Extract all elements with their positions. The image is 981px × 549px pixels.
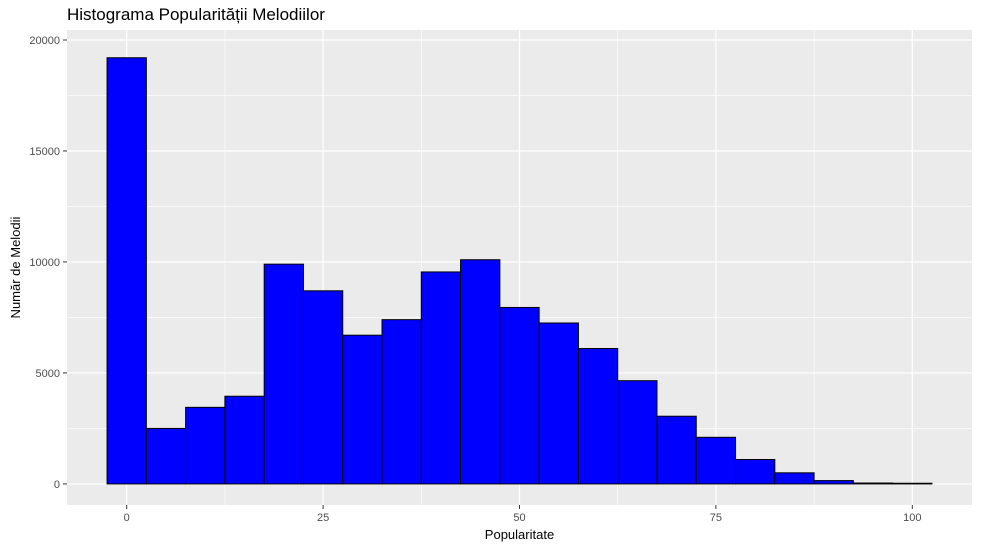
histogram-bar	[813, 480, 854, 485]
histogram-bar	[656, 415, 697, 485]
y-axis: 0 5000 10000 15000 20000	[29, 35, 67, 491]
histogram-bar	[499, 306, 540, 485]
histogram-bar	[852, 482, 894, 485]
y-tick-label: 20000	[29, 35, 60, 47]
histogram-bar	[185, 406, 226, 485]
y-tick-label: 15000	[29, 146, 60, 158]
histogram-bar	[695, 436, 737, 485]
histogram-bar	[145, 427, 187, 485]
y-tick-label: 5000	[36, 368, 60, 380]
histogram-bar	[224, 395, 265, 485]
y-tick-label: 0	[54, 479, 60, 491]
x-tick-label: 0	[124, 512, 130, 524]
x-tick-label: 75	[710, 512, 722, 524]
histogram-bar	[420, 271, 462, 485]
x-tick-label: 25	[317, 512, 329, 524]
histogram-bar	[342, 334, 383, 485]
histogram-bar	[774, 472, 815, 485]
histogram-bar	[302, 290, 344, 485]
histogram-bar	[892, 482, 933, 485]
histogram-bars	[106, 57, 933, 485]
x-tick-label: 100	[903, 512, 921, 524]
chart-title: Histograma Popularității Melodiilor	[67, 5, 325, 24]
x-tick-label: 50	[513, 512, 525, 524]
histogram-bar	[460, 259, 501, 485]
y-axis-title: Număr de Melodii	[8, 216, 23, 318]
x-axis-title: Popularitate	[485, 527, 554, 542]
histogram-bar	[381, 319, 422, 485]
histogram-bar	[735, 458, 776, 485]
histogram-bar	[617, 380, 658, 485]
y-tick-label: 10000	[29, 257, 60, 269]
histogram-bar	[577, 348, 619, 485]
x-axis: 0 25 50 75 100	[124, 505, 921, 524]
histogram-bar	[263, 263, 304, 485]
histogram-bar	[106, 57, 147, 485]
histogram-bar	[538, 322, 579, 485]
